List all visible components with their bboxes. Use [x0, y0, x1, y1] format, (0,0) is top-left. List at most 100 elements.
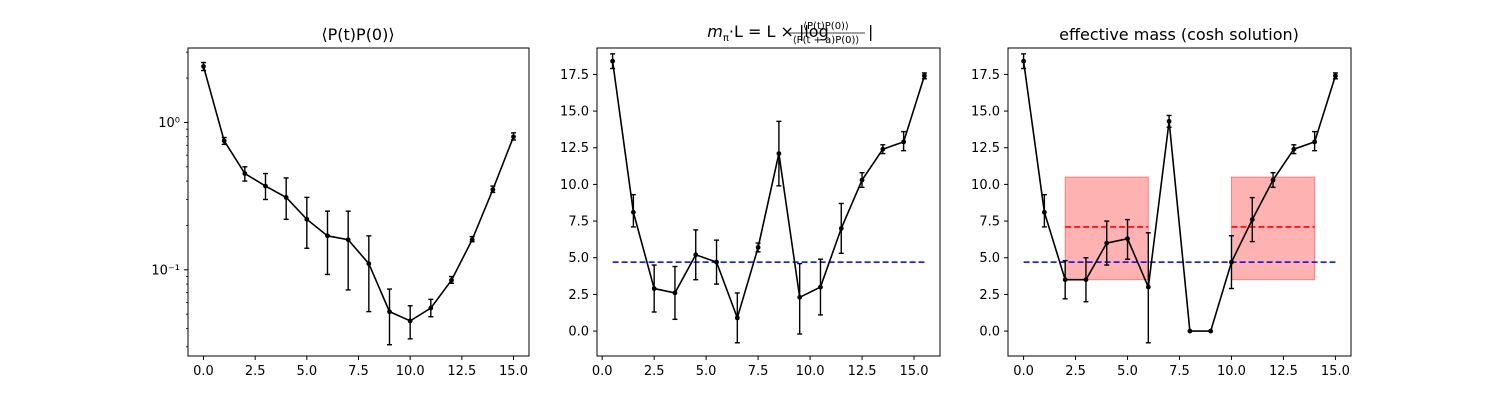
panel-3-x-tick-label: 15.0 — [1321, 364, 1350, 379]
panel-3-y-tick-label: 7.5 — [979, 215, 1000, 230]
panel-3-y-tick-label: 0.0 — [979, 325, 1000, 340]
panel-3-data-point — [1312, 139, 1318, 145]
panel-3-data-point — [1249, 217, 1255, 223]
panel-2-title-numerator: ⟨P(t)P(0)⟩ — [803, 21, 849, 32]
panel-1-data-point — [469, 237, 475, 243]
panel-2-data-point — [630, 209, 636, 215]
panel-1-error-bar — [387, 288, 392, 346]
panel-3-x-tick-label: 7.5 — [1169, 364, 1190, 379]
panel-3-y-tick-label: 17.5 — [971, 68, 1000, 83]
panel-2-y-tick-label: 2.5 — [568, 288, 589, 303]
panel-2-data-point — [734, 315, 740, 321]
panel-2-x-tick-label: 0.0 — [592, 364, 613, 379]
panel-1-error-bar — [304, 196, 310, 249]
panel-1-plot-area: 0.0 2.5 5.0 7.5 10.0 12.5 15.0 10⁻¹ 10⁰ — [151, 51, 528, 379]
panel-2-data-point — [838, 226, 844, 231]
panel-3-fit-band-2 — [1230, 176, 1316, 281]
panel-2-frame — [596, 47, 941, 357]
panel-1-data-point — [511, 134, 516, 140]
panel-3-data-point — [1291, 146, 1297, 152]
panel-1-x-tick-label: 12.5 — [447, 364, 476, 379]
panel-3-data-point — [1208, 328, 1214, 334]
panel-3-data-point — [1229, 259, 1234, 265]
panel-3-x-tick-label: 5.0 — [1117, 364, 1138, 379]
panel-1-x-tick-label: 0.0 — [193, 364, 214, 379]
panel-2-y-tick-label: 5.0 — [568, 251, 589, 266]
panel-1-data-point — [325, 233, 330, 239]
panel-1-x-tick-label: 7.5 — [348, 364, 369, 379]
panel-1-data-point — [449, 277, 454, 283]
panel-3-data-point — [1125, 236, 1130, 242]
panel-3-x-tick-label: 12.5 — [1269, 364, 1298, 379]
panel-1-series-line — [202, 66, 515, 322]
panel-1-data-point — [428, 305, 434, 311]
panel-3-data-point — [1166, 118, 1172, 124]
panel-2-y-tick-label: 17.5 — [560, 68, 589, 83]
panel-1-error-bar — [325, 210, 330, 276]
panel-2-data-point — [880, 146, 886, 152]
panel-3-data-point — [1270, 177, 1276, 183]
panel-1-data-point — [387, 309, 392, 315]
panel-2-title-prefix: m — [707, 22, 723, 41]
panel-1-data-point — [366, 261, 372, 267]
panel-1-frame — [187, 47, 530, 357]
panel-2-title-middle: ·L = L × |log — [729, 22, 829, 41]
panel-3-data-point — [1041, 209, 1047, 215]
panel-3-y-tick-label: 15.0 — [971, 105, 1000, 120]
panel-3-plot-area: 0.0 2.5 5.0 7.5 10.0 12.5 15.0 0.0 2.5 5.0 7.5 10.0… — [971, 53, 1350, 379]
panel-2-data-point — [714, 259, 719, 265]
panel-2-x-tick-label: 5.0 — [696, 364, 717, 379]
panel-2-data-point — [672, 290, 678, 296]
panel-3-y-tick-label: 10.0 — [971, 178, 1000, 193]
panel-2-title-suffix: | — [868, 22, 873, 41]
panel-1-data-point — [345, 237, 351, 243]
panel-1-data-point — [490, 187, 496, 193]
panel-3-data-point — [1333, 73, 1338, 79]
panel-1-data-point — [304, 216, 310, 222]
panel-2-title-denominator: ⟨P(t + a)P(0)⟩ — [793, 35, 860, 46]
panel-2-plot-area: 0.0 2.5 5.0 7.5 10.0 12.5 15.0 0.0 2.5 5.0 7.5 10.0… — [560, 53, 929, 379]
panel-1-title: ⟨P(t)P(0)⟩ — [321, 25, 394, 44]
panel-3-data-point — [1021, 58, 1026, 64]
panel-1: ⟨P(t)P(0)⟩ 0.0 2.5 5.0 7.5 10.0 12.5 15.0 10⁻¹ 1… — [151, 25, 530, 379]
panel-3-series-line — [1022, 61, 1337, 332]
panel-2-data-point — [922, 73, 927, 79]
panel-3-data-point — [1083, 277, 1089, 283]
panel-1-y-tick-label: 10⁰ — [158, 116, 180, 131]
panel-1-data-point — [263, 183, 268, 189]
panel-3-title: effective mass (cosh solution) — [1059, 25, 1299, 44]
panel-1-data-point — [407, 318, 413, 324]
panel-3-y-tick-label: 2.5 — [979, 288, 1000, 303]
panel-2-x-tick-label: 15.0 — [900, 364, 929, 379]
panel-1-x-tick-label: 10.0 — [396, 364, 425, 379]
panel-2-data-point — [651, 286, 657, 291]
panel-3: effective mass (cosh solution) 0.0 2.5 5.0… — [971, 25, 1352, 379]
panel-1-error-bar — [366, 235, 372, 313]
panel-3-frame — [1007, 47, 1352, 357]
panel-3-x-tick-label: 10.0 — [1217, 364, 1246, 379]
panel-2-x-tick-label: 7.5 — [748, 364, 769, 379]
panel-2-data-point — [859, 177, 865, 183]
panel-3-x-tick-label: 2.5 — [1065, 364, 1086, 379]
panel-1-x-tick-label: 15.0 — [499, 364, 528, 379]
panel-2-data-point — [797, 294, 803, 300]
panel-1-data-point — [201, 64, 206, 69]
panel-2-title: mπ·L = L × |log — [707, 22, 828, 44]
panel-1-error-bar — [345, 210, 351, 291]
panel-1-data-point — [283, 194, 289, 200]
panel-2-y-tick-label: 15.0 — [560, 105, 589, 120]
panel-2-y-tick-label: 7.5 — [568, 215, 589, 230]
panel-3-data-point — [1062, 277, 1068, 283]
panel-2-data-point — [755, 245, 761, 250]
panel-3-y-tick-label: 5.0 — [979, 251, 1000, 266]
panel-2-title-fraction: ⟨P(t)P(0)⟩ ⟨P(t + a)P(0)⟩ | — [787, 21, 873, 46]
panel-2-data-point — [901, 139, 907, 145]
panel-3-data-point — [1187, 328, 1193, 334]
panel-2-series-line — [611, 61, 926, 321]
panel-1-x-tick-label: 5.0 — [296, 364, 317, 379]
panel-2-x-tick-label: 2.5 — [644, 364, 665, 379]
panel-3-x-tick-label: 0.0 — [1013, 364, 1034, 379]
panel-2-y-tick-label: 0.0 — [568, 325, 589, 340]
panel-2-data-point — [818, 284, 823, 290]
